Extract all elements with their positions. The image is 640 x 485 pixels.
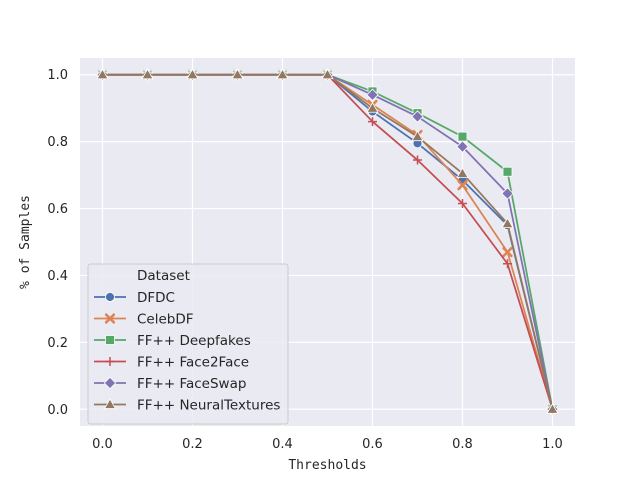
y-tick-label: 0.4: [47, 269, 68, 284]
legend-title: Dataset: [137, 268, 190, 284]
data-point: [105, 335, 115, 345]
legend-label: FF++ FaceSwap: [137, 376, 246, 392]
series-ff-neuraltextures: [96, 68, 559, 414]
legend: Dataset DFDC CelebDF FF++ Deepfakes FF++ Fa…: [87, 263, 289, 425]
x-tick-label: 0.0: [92, 437, 113, 452]
legend-entry: DFDC: [94, 290, 175, 306]
legend-label: FF++ Deepfakes: [137, 333, 251, 349]
legend-label: FF++ NeuralTextures: [137, 398, 280, 414]
x-tick-label: 0.2: [182, 437, 203, 452]
data-point: [503, 259, 512, 269]
y-tick-label: 0.8: [47, 135, 68, 150]
y-tick-label: 0.6: [47, 202, 68, 217]
data-point: [458, 199, 467, 209]
y-tick-label: 0.2: [47, 336, 68, 351]
data-point: [103, 398, 117, 409]
data-point: [96, 68, 109, 80]
legend-label: DFDC: [137, 290, 175, 306]
series-lines: [96, 68, 559, 416]
x-axis-label: Thresholds: [288, 458, 366, 473]
legend-box: [87, 263, 289, 425]
data-point: [501, 187, 514, 200]
data-point: [186, 68, 199, 80]
x-tick-label: 0.6: [362, 437, 383, 452]
data-point: [276, 68, 289, 80]
legend-entry: CelebDF: [94, 312, 194, 328]
x-tick-labels: 0.0 0.2 0.4 0.6 0.8 1.0: [92, 437, 563, 452]
data-point: [231, 68, 244, 80]
y-tick-label: 1.0: [47, 68, 68, 83]
data-point: [456, 140, 469, 153]
data-point: [546, 403, 559, 414]
legend-entry: FF++ NeuralTextures: [94, 398, 280, 414]
data-point: [105, 357, 115, 366]
legend-label: FF++ Face2Face: [137, 355, 249, 371]
y-tick-label: 0.0: [47, 403, 68, 418]
data-point: [501, 217, 514, 229]
x-tick-label: 1.0: [542, 437, 563, 452]
data-point: [411, 130, 424, 142]
data-point: [368, 117, 377, 127]
data-point: [457, 131, 468, 142]
legend-entry: FF++ Face2Face: [94, 355, 249, 371]
y-tick-labels: 0.0 0.2 0.4 0.6 0.8 1.0: [47, 68, 68, 418]
data-point: [366, 88, 379, 101]
data-point: [413, 155, 422, 165]
data-point: [411, 110, 424, 123]
legend-entry: FF++ FaceSwap: [94, 376, 246, 392]
data-point: [502, 166, 513, 177]
data-point: [105, 292, 115, 302]
data-point: [502, 246, 513, 258]
data-point: [321, 68, 334, 80]
data-point: [457, 180, 468, 191]
legend-label: CelebDF: [137, 312, 194, 328]
legend-entry: FF++ Deepfakes: [94, 333, 251, 349]
data-point: [456, 167, 469, 178]
y-axis-label: % of Samples: [18, 195, 33, 289]
x-tick-label: 0.4: [272, 437, 293, 452]
data-point: [103, 376, 117, 390]
data-point: [366, 101, 379, 113]
data-point: [141, 68, 154, 80]
x-tick-label: 0.8: [452, 437, 473, 452]
data-point: [104, 313, 116, 324]
